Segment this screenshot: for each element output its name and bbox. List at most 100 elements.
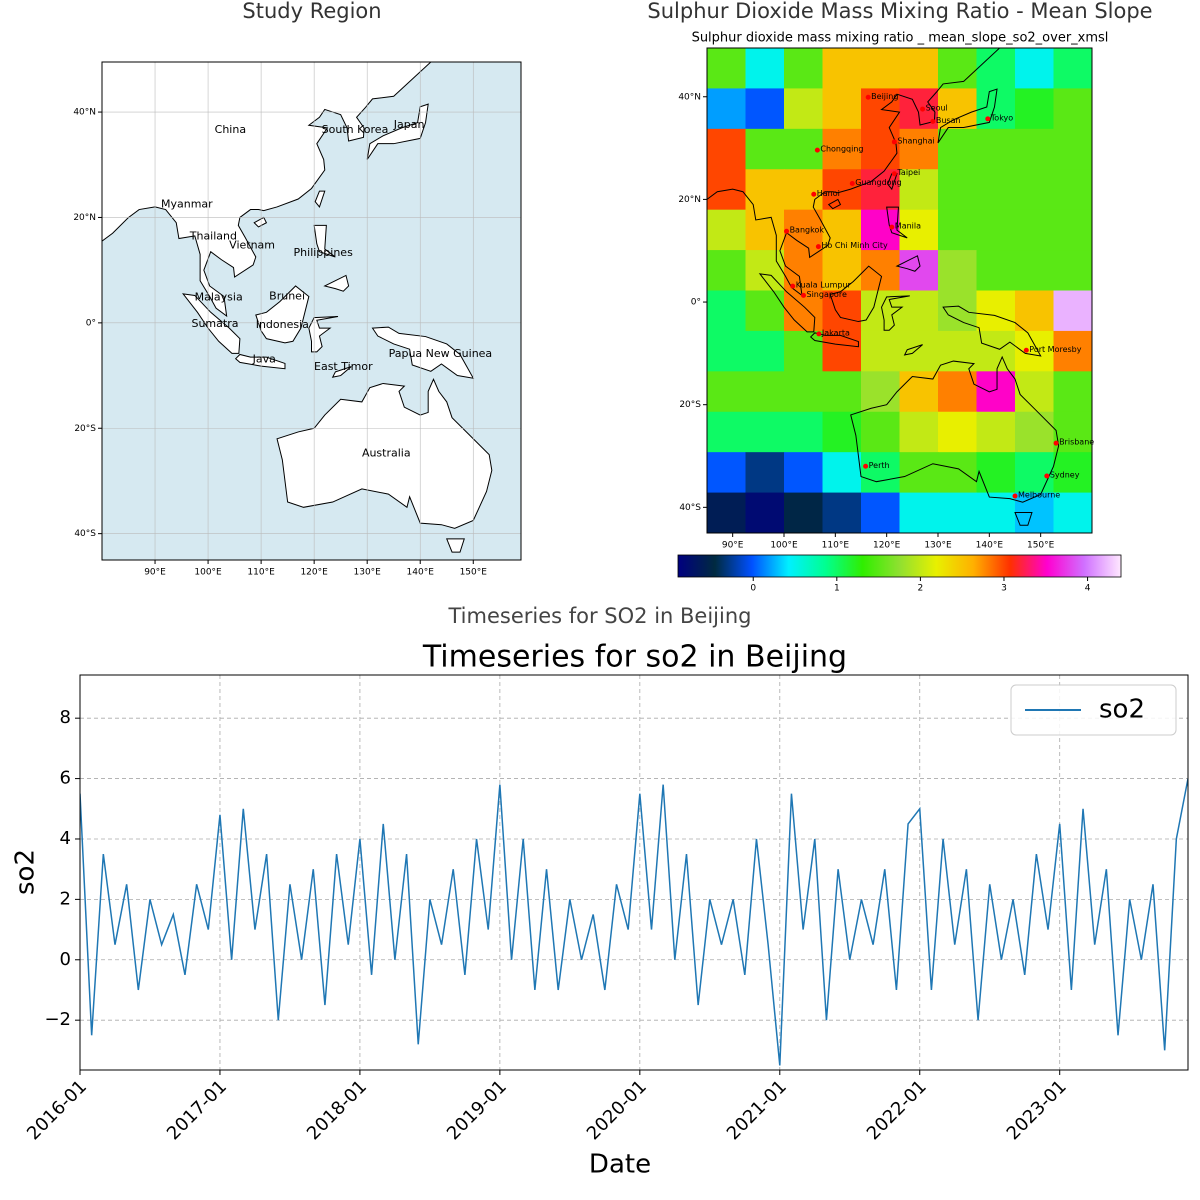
heat-cell <box>976 411 1016 453</box>
heat-cell <box>1015 209 1054 251</box>
y-tick-label: 2 <box>60 888 71 909</box>
city-marker <box>1012 493 1018 499</box>
heat-cell <box>899 371 939 413</box>
plot-area <box>80 778 1188 1066</box>
heat-cell <box>899 330 939 372</box>
heat-cell <box>976 290 1016 332</box>
region-label: Java <box>252 353 276 366</box>
heat-cell <box>938 371 977 413</box>
heat-cell <box>1015 371 1054 413</box>
heat-cell <box>861 452 900 494</box>
heat-cell <box>784 452 823 494</box>
heat-cell <box>784 492 823 534</box>
city-marker <box>1053 440 1059 446</box>
heat-cell <box>976 452 1016 494</box>
heat-cell <box>976 492 1016 534</box>
heat-cell <box>745 492 785 534</box>
y-tick-label: 40°N <box>73 108 96 118</box>
heat-cell <box>976 371 1016 413</box>
city-label: Beijing <box>871 92 898 101</box>
heat-cell <box>1015 411 1054 453</box>
heat-cell <box>1015 169 1054 211</box>
heat-cell <box>976 48 1016 89</box>
heat-cell <box>1015 88 1054 130</box>
map-title: Study Region <box>242 0 381 23</box>
y-tick-label: 8 <box>60 707 71 728</box>
section-title: Timeseries for SO2 in Beijing <box>448 604 752 628</box>
city-label: Perth <box>869 461 890 470</box>
region-label: Brunei <box>269 290 305 303</box>
heat-cell <box>938 330 977 372</box>
heat-cell <box>861 411 900 453</box>
x-tick-label: 2016-01 <box>23 1076 91 1144</box>
heat-cell <box>1015 290 1054 332</box>
city-label: Port Moresby <box>1029 345 1081 354</box>
city-label: Busan <box>936 116 961 125</box>
heat-cell <box>899 452 939 494</box>
city-marker <box>816 331 822 337</box>
heat-cell <box>822 452 862 494</box>
heat-cell <box>861 250 900 291</box>
heat-cell <box>822 330 862 372</box>
region-label: Japan <box>393 118 425 131</box>
heat-cell <box>707 492 746 534</box>
heat-cell <box>784 88 823 130</box>
heat-cell <box>899 128 939 170</box>
map-frame <box>101 61 522 561</box>
heat-cell <box>899 411 939 453</box>
heat-cell <box>822 209 862 251</box>
heat-cell <box>745 371 785 413</box>
heat-cell <box>822 290 862 332</box>
heatmap-title: Sulphur Dioxide Mass Mixing Ratio - Mean… <box>647 0 1152 23</box>
y-tick-label: 20°N <box>678 195 701 205</box>
heat-cell <box>861 492 900 534</box>
heat-cell <box>976 169 1016 211</box>
city-label: Ho Chi Minh City <box>821 241 888 250</box>
heat-cell <box>784 169 823 211</box>
heat-cell <box>1053 48 1093 89</box>
heat-cell <box>861 371 900 413</box>
x-tick-label: 120°E <box>300 568 328 578</box>
heat-cell <box>707 290 746 332</box>
region-label: East Timor <box>314 360 373 373</box>
colorbar-tick-label: 0 <box>750 584 756 594</box>
y-tick-label: 0 <box>60 949 71 970</box>
heat-cell <box>707 452 746 494</box>
heat-cell <box>745 330 785 372</box>
y-axis-label: so2 <box>11 849 41 895</box>
city-label: Tokyo <box>990 113 1014 122</box>
region-label: Vietnam <box>229 238 275 251</box>
heat-cell <box>1015 492 1054 534</box>
heat-cell <box>1053 371 1093 413</box>
heat-cell <box>784 209 823 251</box>
city-label: Brisbane <box>1059 438 1094 447</box>
series-line <box>80 778 1188 1066</box>
city-label: Kuala Lumpur <box>796 281 852 290</box>
heat-cell <box>822 371 862 413</box>
x-tick-label: 110°E <box>247 568 275 578</box>
heat-cell <box>976 209 1016 251</box>
x-tick-label: 120°E <box>873 541 901 551</box>
heat-cell <box>745 290 785 332</box>
y-tick-label: 40°N <box>678 92 701 102</box>
heat-cell <box>707 371 746 413</box>
region-label: Papua New Guinea <box>389 347 493 360</box>
chart-title: Timeseries for so2 in Beijing <box>422 640 847 675</box>
city-marker <box>891 171 897 177</box>
heat-cell <box>899 492 939 534</box>
x-tick-label: 130°E <box>354 568 382 578</box>
heat-cell <box>822 88 862 130</box>
city-label: Hanoi <box>817 189 840 198</box>
y-tick-label: 6 <box>60 768 71 789</box>
heat-cell <box>745 169 785 211</box>
x-tick-label: 2017-01 <box>163 1076 231 1144</box>
heat-cell <box>899 169 939 211</box>
region-label: Australia <box>362 447 411 460</box>
heat-cell <box>822 169 862 211</box>
colorbar <box>677 554 1122 578</box>
city-marker <box>1044 473 1050 479</box>
colorbar-tick-label: 2 <box>918 584 924 594</box>
y-tick-label: 20°S <box>74 424 96 434</box>
heat-cell <box>938 492 977 534</box>
